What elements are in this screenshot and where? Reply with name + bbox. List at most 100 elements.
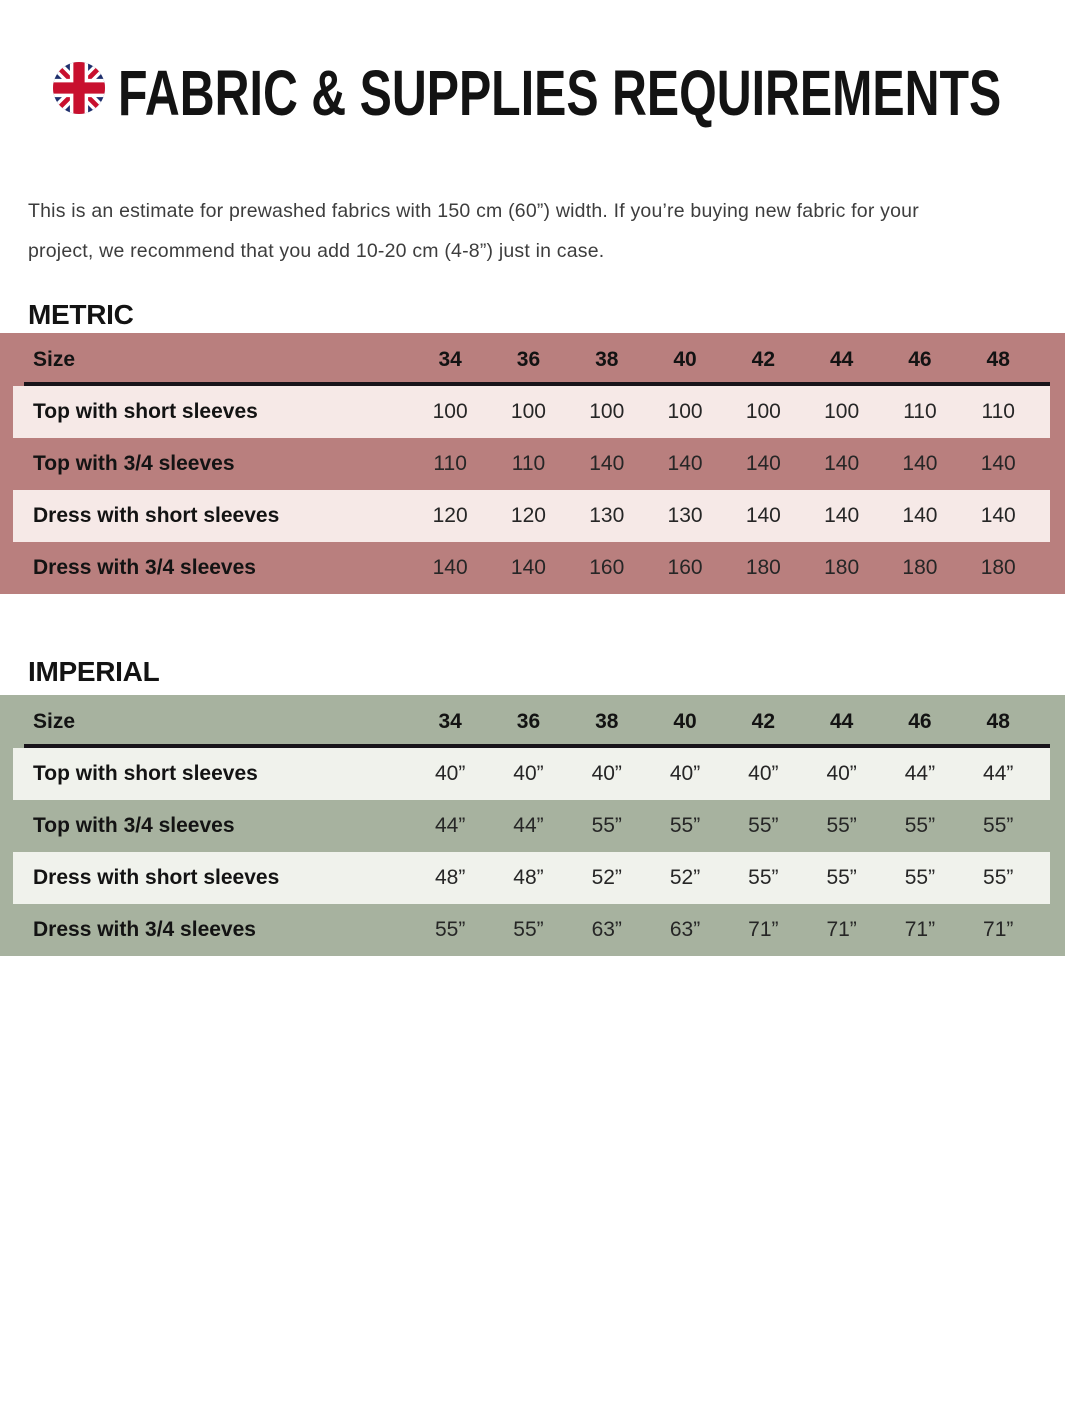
size-header-cell: 38 [595,347,619,371]
value-cell: 100 [432,400,468,423]
table-row: Dress with short sleeves 48” 48” 52” 52” 55” 5… [0,852,1065,904]
value-cell: 40” [669,762,701,785]
value-cell: 140 [902,504,938,527]
value-cell: 44” [513,814,544,837]
value-cell: 120 [432,504,468,527]
value-cell: 130 [667,504,703,527]
row-label: Top with 3/4 sleeves [33,814,235,837]
value-cell: 140 [432,556,468,579]
value-cell: 55” [904,814,936,837]
value-cell: 71” [826,918,857,941]
table-row: Dress with short sleeves 120 120 130 130 140 1… [0,490,1065,542]
size-header-cell: 48 [986,347,1010,371]
value-cell: 140 [824,452,860,475]
value-cell: 55” [826,814,857,837]
value-cell: 63” [669,918,701,941]
value-cell: 40” [591,762,622,785]
value-cell: 52” [591,866,622,889]
value-cell: 44” [983,762,1014,785]
value-cell: 48” [513,866,544,889]
size-header-cell: 42 [751,347,776,371]
value-cell: 140 [745,504,781,527]
row-label: Top with 3/4 sleeves [33,452,235,475]
table-header-row: Size 34 36 38 40 42 44 46 48 [0,333,1065,386]
value-cell: 55” [983,866,1014,889]
value-cell: 71” [983,918,1014,941]
uk-flag-icon [53,62,105,114]
metric-heading: METRIC [28,299,134,330]
value-cell: 100 [667,400,703,423]
table-header-row: Size 34 36 38 40 42 44 46 48 [0,695,1065,748]
value-cell: 55” [669,814,701,837]
value-cell: 140 [824,504,860,527]
value-cell: 71” [748,918,779,941]
value-cell: 100 [510,400,546,423]
value-cell: 180 [902,556,938,579]
size-header-cell: 46 [908,347,932,371]
value-cell: 140 [902,452,938,475]
value-cell: 140 [510,556,546,579]
size-header-cell: 38 [595,709,619,733]
value-cell: 55” [748,866,779,889]
intro-text: This is an estimate for prewashed fabric… [28,191,919,271]
value-cell: 140 [745,452,781,475]
row-label: Top with short sleeves [33,400,258,423]
row-label: Dress with short sleeves [33,504,280,527]
value-cell: 110 [981,400,1015,423]
value-cell: 160 [667,556,703,579]
value-cell: 55” [904,866,936,889]
value-cell: 100 [589,400,625,423]
table-row: Dress with 3/4 sleeves 140 140 160 160 180 180… [0,542,1065,594]
value-cell: 140 [980,504,1016,527]
value-cell: 40” [826,762,857,785]
page-title: FABRIC & SUPPLIES REQUIREMENTS [118,57,1002,129]
value-cell: 40” [748,762,779,785]
value-cell: 55” [513,918,544,941]
value-cell: 110 [511,452,546,475]
value-cell: 130 [589,504,625,527]
size-header-cell: 44 [829,709,854,733]
row-label: Dress with short sleeves [33,866,280,889]
row-label: Dress with 3/4 sleeves [33,556,256,579]
table-row: Top with 3/4 sleeves 110 110 140 140 140 140 14… [0,438,1065,490]
size-header-cell: 44 [829,347,854,371]
value-cell: 55” [983,814,1014,837]
row-label: Dress with 3/4 sleeves [33,918,256,941]
size-column-header: Size [33,709,76,733]
value-cell: 100 [824,400,860,423]
size-header-cell: 40 [673,347,697,371]
table-row: Top with 3/4 sleeves 44” 44” 55” 55” 55” 55” 55… [0,800,1065,852]
value-cell: 180 [980,556,1016,579]
size-header-cell: 40 [673,709,697,733]
value-cell: 71” [904,918,936,941]
value-cell: 40” [513,762,544,785]
table-row: Dress with 3/4 sleeves 55” 55” 63” 63” 71” 71”… [0,904,1065,956]
value-cell: 55” [748,814,779,837]
size-header-cell: 48 [986,709,1010,733]
value-cell: 100 [745,400,781,423]
value-cell: 120 [510,504,546,527]
value-cell: 110 [433,452,467,475]
intro-line-2: project, we recommend that you add 10-20… [28,240,605,262]
table-row: Top with short sleeves 40” 40” 40” 40” 40” 40”… [0,748,1065,800]
value-cell: 180 [745,556,781,579]
value-cell: 44” [904,762,936,785]
row-label: Top with short sleeves [33,762,258,785]
value-cell: 55” [826,866,857,889]
size-header-cell: 34 [438,347,462,371]
value-cell: 140 [589,452,625,475]
size-header-cell: 36 [516,709,541,733]
value-cell: 40” [434,762,466,785]
value-cell: 140 [667,452,703,475]
intro-line-1: This is an estimate for prewashed fabric… [28,200,919,222]
value-cell: 140 [980,452,1016,475]
metric-table: Size 34 36 38 40 42 44 46 48 Top with short sleev… [0,333,1065,594]
value-cell: 63” [591,918,622,941]
value-cell: 48” [434,866,466,889]
imperial-table: Size 34 36 38 40 42 44 46 48 Top with short sleev… [0,695,1065,956]
size-header-cell: 34 [438,709,462,733]
size-header-cell: 36 [516,347,541,371]
value-cell: 55” [434,918,466,941]
size-column-header: Size [33,347,76,371]
